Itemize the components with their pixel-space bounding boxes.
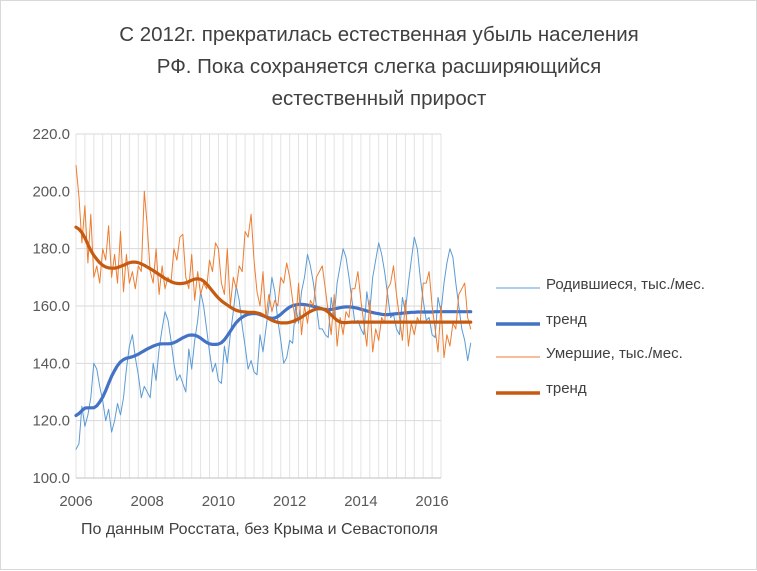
legend-label-deaths: Умершие, тыс./мес. bbox=[546, 345, 683, 362]
x-tick-label: 2010 bbox=[202, 493, 235, 510]
legend-item-deaths: Умершие, тыс./мес. bbox=[496, 340, 746, 375]
legend-item-deaths-trend: тренд bbox=[496, 375, 746, 410]
deaths-trend-line bbox=[74, 225, 473, 325]
x-tick-label: 2012 bbox=[273, 493, 306, 510]
legend-item-births: Родившиеся, тыс./мес. bbox=[496, 271, 746, 306]
legend-label-deaths-trend: тренд bbox=[546, 379, 587, 397]
legend-label-births-trend: тренд bbox=[546, 310, 587, 328]
y-tick-label: 100.0 bbox=[32, 470, 70, 487]
legend: Родившиеся, тыс./мес. тренд Умершие, тыс… bbox=[496, 271, 746, 409]
deaths-series-line bbox=[75, 165, 472, 359]
x-tick-label: 2016 bbox=[415, 493, 448, 510]
x-tick-label: 2008 bbox=[131, 493, 164, 510]
legend-label-births: Родившиеся, тыс./мес. bbox=[546, 276, 705, 293]
title-line-3: естественный прирост bbox=[271, 87, 487, 110]
footnote: По данным Росстата, без Крыма и Севастоп… bbox=[81, 521, 438, 538]
y-tick-label: 220.0 bbox=[32, 126, 70, 143]
chart-title: С 2012г. прекратилась естественная убыль… bbox=[41, 19, 717, 115]
births-series-line bbox=[75, 236, 472, 450]
y-tick-label: 160.0 bbox=[32, 298, 70, 315]
title-line-1: С 2012г. прекратилась естественная убыль… bbox=[119, 23, 639, 46]
title-line-2: РФ. Пока сохраняется слегка расширяющийс… bbox=[156, 55, 602, 78]
y-tick-label: 120.0 bbox=[32, 413, 70, 430]
x-tick-label: 2006 bbox=[59, 493, 92, 510]
y-tick-label: 200.0 bbox=[32, 183, 70, 200]
x-tick-label: 2014 bbox=[344, 493, 377, 510]
y-tick-label: 140.0 bbox=[32, 355, 70, 372]
legend-item-births-trend: тренд bbox=[496, 306, 746, 341]
y-tick-label: 180.0 bbox=[32, 241, 70, 258]
